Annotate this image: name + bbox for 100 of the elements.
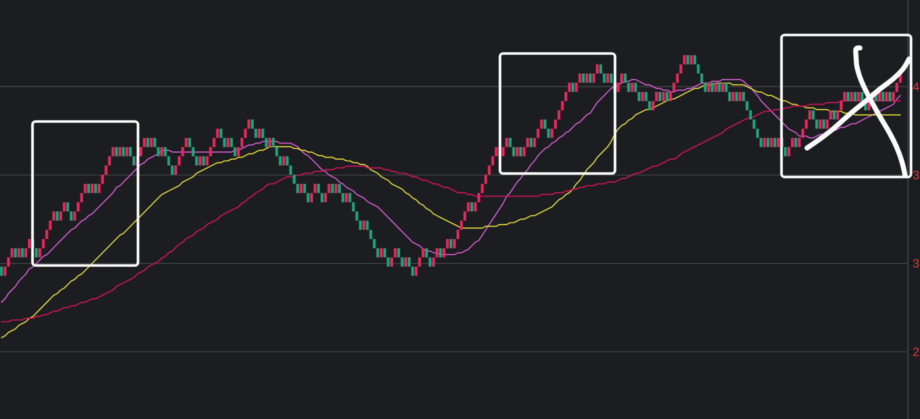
- candlestick: [226, 138, 230, 148]
- candlestick: [450, 239, 452, 248]
- candlestick: [139, 147, 142, 156]
- candlestick: [854, 92, 856, 102]
- candlestick: [261, 128, 264, 138]
- candlestick: [342, 193, 344, 202]
- candlestick: [895, 82, 898, 92]
- candlestick: [94, 184, 97, 194]
- candlestick: [550, 128, 554, 138]
- candlestick: [212, 138, 216, 148]
- y-tick-label: 3: [913, 259, 919, 268]
- candlestick: [352, 202, 355, 212]
- candlestick: [558, 110, 560, 120]
- candlestick: [662, 92, 665, 102]
- candlestick: [885, 92, 888, 102]
- candlestick: [10, 248, 14, 258]
- candlestick: [345, 193, 348, 202]
- candlestick: [540, 120, 543, 129]
- candlestick: [108, 156, 111, 166]
- candlestick: [742, 92, 745, 102]
- candlestick: [574, 82, 578, 92]
- candlestick: [777, 138, 780, 148]
- candlestick: [220, 128, 222, 138]
- candlestick: [209, 147, 212, 156]
- candlestick: [160, 147, 164, 156]
- candlestick: [306, 193, 310, 202]
- candlestick: [784, 147, 787, 156]
- candlestick: [328, 184, 330, 194]
- candlestick: [446, 239, 449, 248]
- candlestick: [679, 64, 682, 74]
- candlestick: [843, 92, 846, 102]
- candlestick: [432, 257, 435, 267]
- candlestick: [202, 156, 205, 166]
- candlestick: [634, 82, 637, 92]
- candlestick: [188, 138, 192, 148]
- candlestick: [648, 101, 651, 110]
- candlestick: [422, 248, 424, 258]
- candlestick: [724, 82, 728, 92]
- candlestick: [84, 184, 87, 194]
- candlestick: [198, 156, 202, 166]
- candlestick: [296, 184, 300, 194]
- candlestick: [526, 138, 529, 148]
- candlestick: [436, 248, 438, 258]
- candlestick: [240, 138, 244, 148]
- candlestick: [676, 74, 679, 83]
- candlestick: [655, 92, 658, 102]
- candlestick: [192, 147, 195, 156]
- candlestick: [38, 248, 42, 258]
- candlestick: [338, 184, 341, 194]
- candlestick: [122, 147, 125, 156]
- candlestick: [561, 101, 564, 110]
- candlestick: [682, 55, 686, 64]
- candlestick: [728, 92, 732, 102]
- candlestick: [418, 257, 421, 267]
- candlestick: [846, 92, 850, 102]
- candlestick: [774, 138, 776, 148]
- y-tick-label: 3: [913, 170, 919, 180]
- candlestick: [411, 266, 414, 276]
- candlestick: [752, 120, 756, 129]
- candlestick: [317, 184, 320, 194]
- candlestick: [320, 193, 324, 202]
- candlestick: [115, 147, 118, 156]
- candlestick: [568, 82, 571, 92]
- y-tick-label: 2: [913, 348, 919, 356]
- candlestick: [18, 248, 20, 258]
- candlestick: [644, 92, 648, 102]
- candlestick: [90, 184, 94, 194]
- candlestick: [616, 82, 620, 92]
- candlestick: [494, 147, 498, 156]
- candlestick: [878, 92, 881, 102]
- candlestick: [358, 220, 362, 230]
- candlestick: [652, 101, 654, 110]
- candlestick: [530, 138, 532, 148]
- candlestick: [888, 92, 892, 102]
- candlestick: [630, 82, 634, 92]
- candlestick: [21, 248, 24, 258]
- candlestick: [112, 147, 114, 156]
- candlestick: [0, 266, 3, 276]
- candlestick: [707, 82, 710, 92]
- candlestick: [502, 147, 505, 156]
- candlestick: [380, 248, 383, 258]
- candlestick: [666, 92, 668, 102]
- candlestick: [710, 82, 714, 92]
- candlestick: [87, 184, 90, 194]
- candlestick: [126, 147, 128, 156]
- candlestick: [118, 147, 122, 156]
- candlestick: [749, 110, 752, 120]
- candlestick: [195, 156, 198, 166]
- candlestick: [4, 266, 6, 276]
- candlestick: [414, 266, 418, 276]
- candlestick: [348, 193, 352, 202]
- candlestick: [394, 248, 397, 258]
- candlestick: [690, 55, 693, 64]
- candlestick: [533, 138, 536, 148]
- candlestick: [48, 220, 52, 230]
- candlestick: [756, 128, 759, 138]
- candlestick: [408, 257, 411, 267]
- candlestick: [164, 147, 167, 156]
- candlestick: [216, 128, 219, 138]
- candlestick: [334, 184, 338, 194]
